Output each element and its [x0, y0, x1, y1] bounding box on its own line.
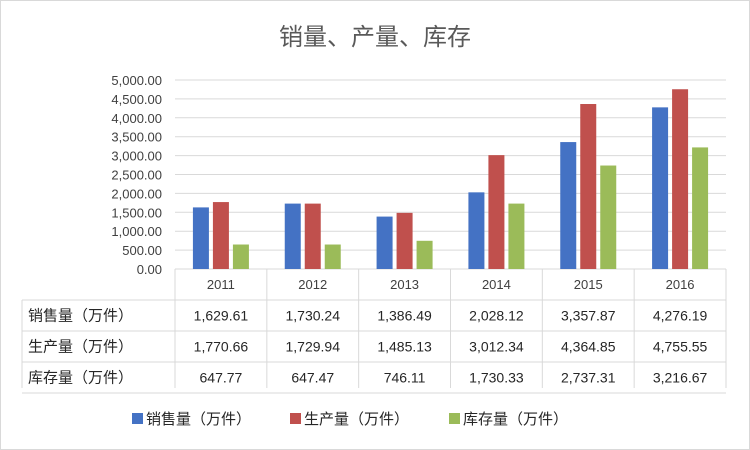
y-tick-label: 0.00	[137, 262, 162, 277]
legend-swatch	[449, 413, 460, 424]
table-cell-value: 2,028.12	[469, 308, 524, 324]
table-cell-value: 1,485.13	[377, 339, 432, 355]
table-cell-value: 3,012.34	[469, 339, 524, 355]
bar-2016-s1	[652, 107, 669, 269]
x-category-label: 2011	[207, 277, 235, 292]
bar-2011-s2	[212, 202, 229, 269]
x-category-label: 2012	[298, 277, 327, 292]
table-cell-value: 1,386.49	[377, 308, 432, 324]
bar-2011-s3	[232, 244, 249, 269]
x-category-label: 2016	[666, 277, 695, 292]
y-tick-label: 1,500.00	[111, 205, 162, 220]
bar-2012-s2	[304, 203, 321, 269]
table-cell-value: 647.77	[200, 370, 243, 386]
legend-swatch	[290, 413, 301, 424]
bar-2013-s1	[376, 216, 393, 269]
bar-2012-s1	[284, 203, 301, 269]
y-tick-label: 4,500.00	[111, 92, 162, 107]
bar-2013-s2	[396, 212, 413, 269]
bar-2014-s3	[508, 203, 525, 269]
table-cell-value: 1,730.33	[469, 370, 524, 386]
bar-2015-s2	[580, 104, 597, 269]
table-cell-value: 1,729.94	[286, 339, 341, 355]
legend-label: 库存量（万件）	[463, 410, 568, 428]
y-tick-label: 4,000.00	[111, 111, 162, 126]
table-cell-value: 3,357.87	[561, 308, 616, 324]
chart-title: 销量、产量、库存	[279, 23, 471, 51]
table-row-label: 库存量（万件）	[28, 369, 133, 387]
y-tick-label: 500.00	[122, 243, 162, 258]
table-cell-value: 647.47	[291, 370, 334, 386]
table-cell-value: 3,216.67	[653, 370, 708, 386]
legend-label: 销售量（万件）	[146, 410, 251, 428]
table-cell-value: 2,737.31	[561, 370, 616, 386]
table-row-label: 销售量（万件）	[28, 307, 133, 325]
bar-2015-s3	[600, 165, 617, 269]
bar-2014-s2	[488, 155, 505, 269]
y-tick-label: 3,500.00	[111, 130, 162, 145]
legend-label: 生产量（万件）	[304, 410, 409, 428]
legend-swatch	[132, 413, 143, 424]
table-cell-value: 4,276.19	[653, 308, 708, 324]
table-cell-value: 4,364.85	[561, 339, 616, 355]
y-tick-label: 3,000.00	[111, 149, 162, 164]
bar-2016-s3	[692, 147, 709, 269]
y-tick-label: 2,500.00	[111, 168, 162, 183]
table-cell-value: 4,755.55	[653, 339, 708, 355]
table-cell-value: 746.11	[384, 370, 426, 386]
bar-2013-s3	[416, 240, 433, 269]
y-tick-label: 5,000.00	[111, 73, 162, 88]
table-cell-value: 1,730.24	[286, 308, 341, 324]
bar-2014-s1	[468, 192, 485, 269]
table-row-label: 生产量（万件）	[28, 338, 133, 356]
bar-2012-s3	[324, 244, 341, 269]
x-category-label: 2015	[574, 277, 603, 292]
x-category-label: 2014	[482, 277, 511, 292]
table-cell-value: 1,770.66	[194, 339, 249, 355]
y-tick-label: 1,000.00	[111, 224, 162, 239]
table-cell-value: 1,629.61	[194, 308, 249, 324]
x-category-label: 2013	[390, 277, 419, 292]
bar-2016-s2	[672, 89, 689, 270]
bar-2011-s1	[192, 207, 209, 269]
bar-2015-s1	[560, 142, 577, 269]
y-tick-label: 2,000.00	[111, 186, 162, 201]
